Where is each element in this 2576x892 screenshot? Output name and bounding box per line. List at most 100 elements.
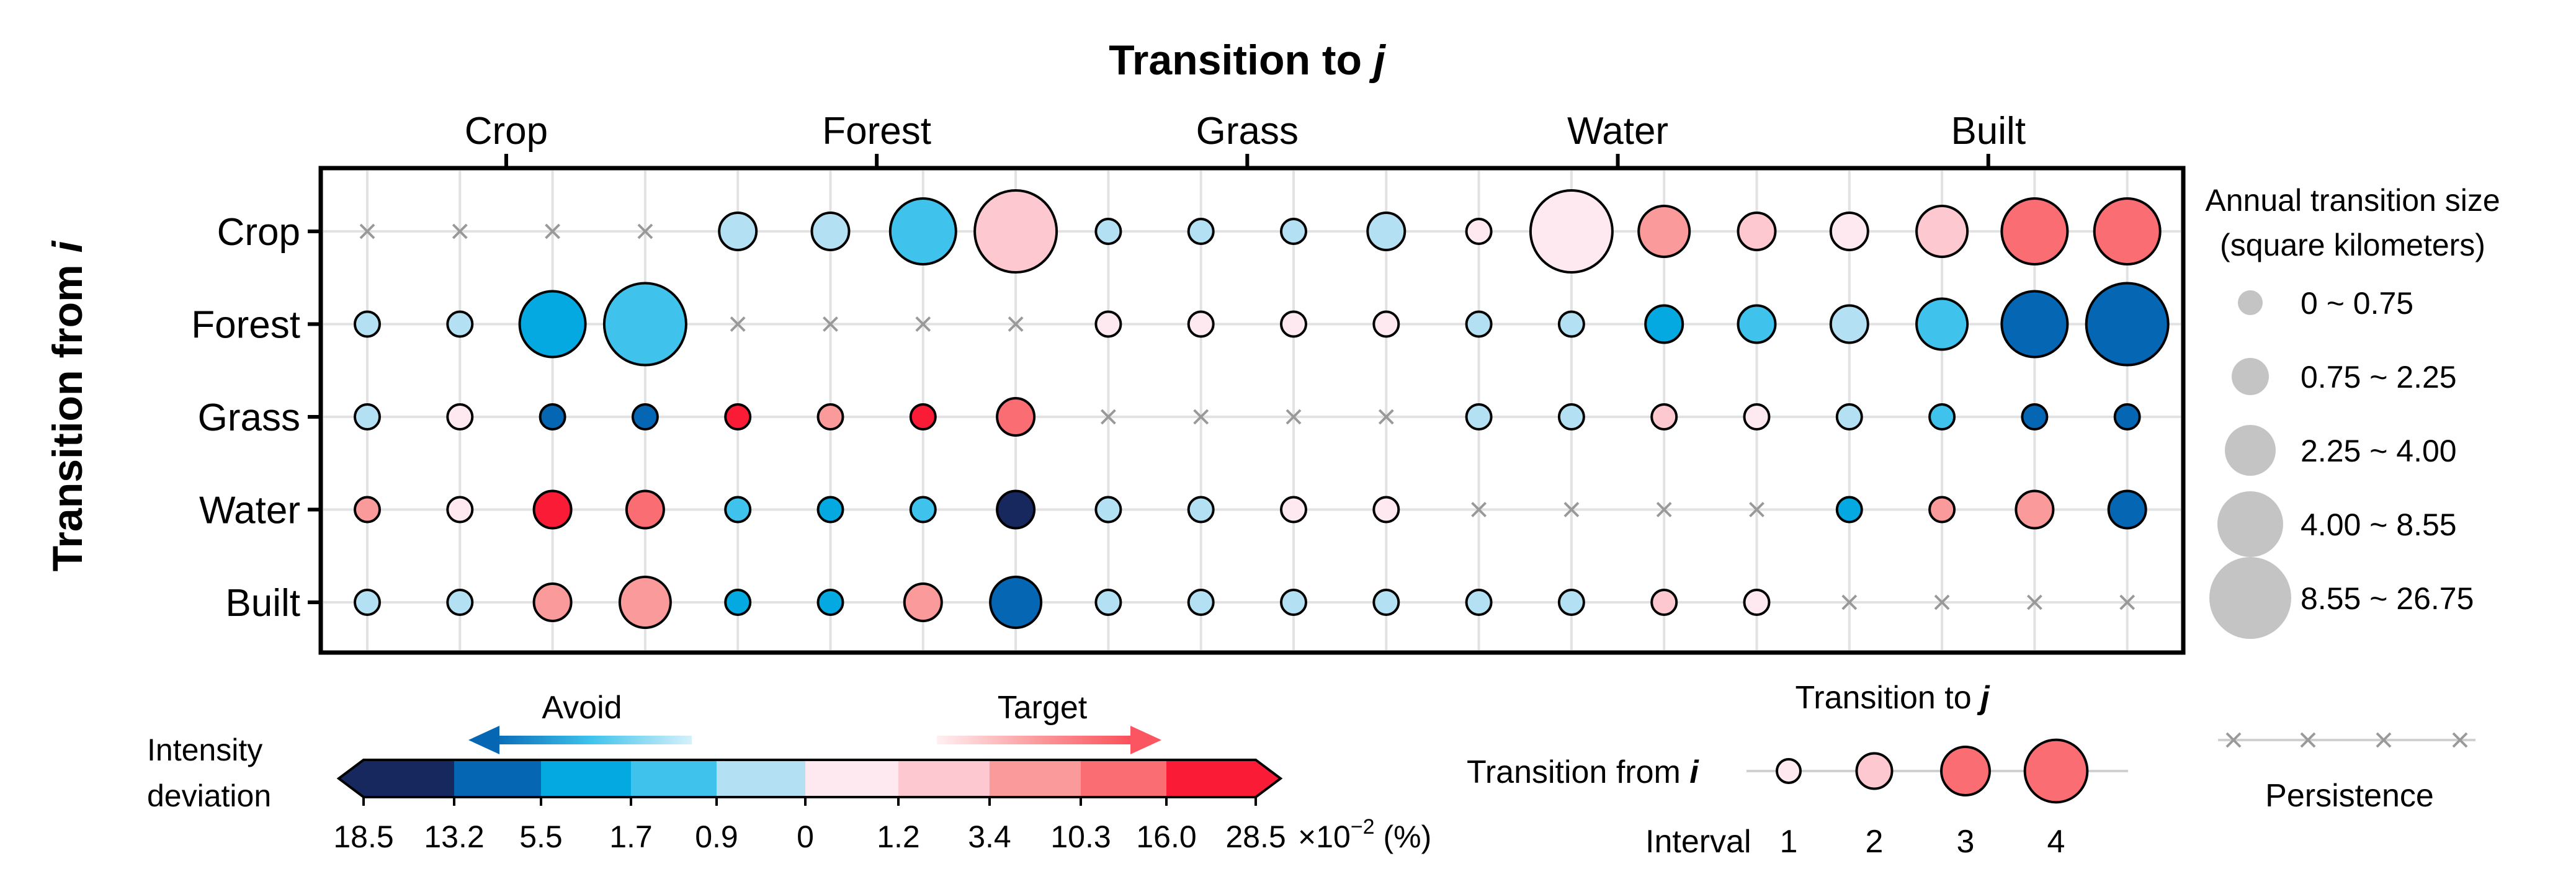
transition-bubble: [989, 576, 1043, 629]
colorbar-title-line2: deviation: [147, 778, 271, 813]
row-category-label: Water: [199, 489, 300, 532]
target-arrow-head: [1130, 726, 1161, 754]
persistence-marker: [915, 316, 931, 332]
interval-legend-number: 1: [1780, 824, 1798, 860]
size-legend: 0 ~ 0.75 0.75 ~ 2.25 2.25 ~ 4.00 4.00 ~ 8.5…: [2209, 286, 2474, 639]
size-legend-circle: [2209, 557, 2291, 639]
row-category-labels: Crop Forest Grass Water Built: [191, 211, 321, 625]
transition-bubble: [1737, 212, 1777, 251]
transition-bubble: [1529, 189, 1614, 274]
transition-bubble: [631, 403, 659, 430]
size-legend-label: 8.55 ~ 26.75: [2301, 581, 2474, 616]
transition-bubble: [1280, 496, 1307, 524]
colorbar-segment: [1166, 760, 1256, 797]
persistence-legend-marker: [2452, 732, 2468, 748]
row-category-label: Grass: [198, 396, 300, 439]
transition-bubble: [1928, 496, 1956, 524]
interval-legend-left-label: Transition from i: [1467, 754, 1699, 790]
interval-legend-circle: [1940, 746, 1991, 796]
row-category-label: Crop: [217, 211, 300, 254]
transition-bubble: [354, 310, 381, 338]
colorbar-title-line1: Intensity: [147, 733, 262, 767]
transition-bubble: [2000, 197, 2069, 265]
persistence-marker: [1471, 502, 1487, 517]
transition-bubble: [532, 582, 573, 622]
persistence-legend-marker: [2225, 732, 2242, 748]
colorbar-tick-label: 28.5: [1225, 819, 1286, 854]
transition-bubble: [1094, 496, 1122, 524]
transition-bubble: [1557, 589, 1585, 616]
colorbar-unit: ×10−2 (%): [1298, 815, 1431, 854]
colorbar-segment: [1081, 760, 1166, 797]
transition-bubble: [996, 397, 1036, 437]
transition-bubble: [1366, 212, 1407, 251]
transition-bubble: [539, 403, 566, 430]
top-category-label: Built: [1951, 110, 2026, 153]
transition-bubble: [1737, 304, 1777, 344]
colorbar-tick-label: 1.7: [609, 819, 653, 854]
transition-bubble: [1372, 310, 1400, 338]
colorbar-segment: [717, 760, 805, 797]
colorbar-segment: [364, 760, 454, 797]
transition-bubble: [1465, 589, 1493, 616]
persistence-marker: [1841, 594, 1858, 610]
size-legend-label: 4.00 ~ 8.55: [2301, 507, 2457, 542]
transition-bubble: [1829, 304, 1869, 344]
transition-bubble: [446, 310, 474, 338]
transition-bubble: [724, 589, 752, 616]
transition-bubble: [1743, 589, 1771, 616]
colorbar-tick-label: 13.2: [424, 819, 484, 854]
persistence-marker: [1008, 316, 1024, 332]
transition-bubble: [973, 189, 1058, 274]
size-legend-circle: [2232, 358, 2269, 395]
persistence-marker: [1563, 502, 1580, 517]
transition-bubble: [1465, 403, 1493, 430]
colorbar-tick-label: 1.2: [877, 819, 920, 854]
transition-bubble: [1280, 589, 1307, 616]
colorbar-tick-label: 3.4: [968, 819, 1011, 854]
interval-legend-number: 2: [1866, 824, 1884, 860]
transition-bubble: [816, 496, 844, 524]
transition-bubble: [1280, 310, 1307, 338]
transition-bubble: [1743, 403, 1771, 430]
transition-bubble: [1187, 218, 1215, 245]
interval-legend-number: 3: [1957, 824, 1975, 860]
transition-bubble: [518, 290, 587, 359]
persistence-marker: [637, 223, 653, 239]
transition-bubble: [1280, 218, 1307, 245]
transition-bubble: [1835, 403, 1863, 430]
colorbar-tick-label: 5.5: [519, 819, 563, 854]
interval-legend-top-label: Transition to j: [1795, 680, 1990, 716]
persistence-marker: [1934, 594, 1950, 610]
colorbar-tick-label: 16.0: [1136, 819, 1196, 854]
transition-bubble: [1650, 589, 1678, 616]
transition-bubble: [1928, 403, 1956, 430]
interval-legend-number: 4: [2047, 824, 2065, 860]
colorbar-segment: [541, 760, 631, 797]
transition-bubble: [1829, 212, 1869, 251]
top-category-label: Forest: [822, 110, 931, 153]
transition-bubble: [1094, 310, 1122, 338]
transition-bubble: [354, 496, 381, 524]
persistence-marker: [730, 316, 746, 332]
colorbar-segment: [898, 760, 990, 797]
persistence-marker: [1656, 502, 1672, 517]
persistence-marker: [823, 316, 838, 332]
interval-label: Interval: [1645, 824, 1751, 860]
persistence-marker: [359, 223, 375, 239]
transition-bubble: [354, 403, 381, 430]
persistence-marker: [1193, 409, 1209, 425]
transition-bubble: [2015, 489, 2055, 530]
transition-bubble: [1650, 403, 1678, 430]
target-arrow-shaft: [937, 736, 1138, 744]
size-legend-circle: [2225, 425, 2276, 476]
transition-bubble: [1835, 496, 1863, 524]
avoid-arrow-head: [468, 726, 499, 754]
persistence-marker: [1749, 502, 1764, 517]
transition-bubble: [1187, 496, 1215, 524]
colorbar-segment: [990, 760, 1081, 797]
transition-bubble: [1557, 403, 1585, 430]
transition-bubble: [618, 576, 672, 629]
transition-bubble: [1187, 589, 1215, 616]
